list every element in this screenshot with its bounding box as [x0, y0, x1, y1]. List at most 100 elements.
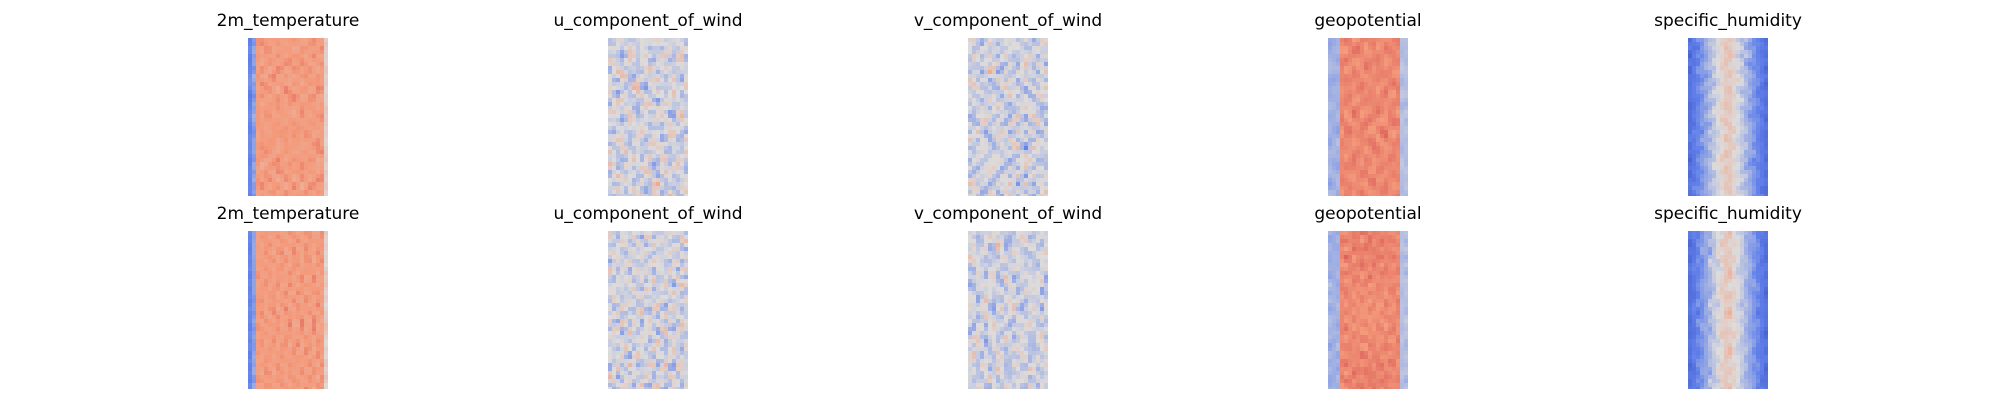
heatmap-cell: [620, 150, 624, 154]
heatmap-cell: [620, 178, 624, 182]
heatmap-cell: [1708, 142, 1712, 146]
heatmap-cell: [1716, 46, 1720, 50]
heatmap-cell: [1356, 62, 1360, 66]
heatmap-cell: [1720, 38, 1724, 42]
heatmap-cell: [1332, 122, 1336, 126]
heatmap-cell: [300, 82, 304, 86]
heatmap-cell: [248, 74, 252, 78]
heatmap-cell: [1704, 174, 1708, 178]
heatmap-cell: [1020, 130, 1024, 134]
heatmap-cell: [316, 122, 320, 126]
heatmap-cell: [1004, 90, 1008, 94]
heatmap-cell: [1364, 106, 1368, 110]
heatmap-cell: [280, 58, 284, 62]
heatmap-cell: [984, 42, 988, 46]
heatmap-cell: [1756, 50, 1760, 54]
heatmap-cell: [304, 287, 308, 291]
heatmap-cell: [304, 178, 308, 182]
heatmap-cell: [1704, 106, 1708, 110]
heatmap-cell: [276, 251, 280, 255]
heatmap-cell: [1728, 166, 1732, 170]
heatmap-cell: [308, 62, 312, 66]
heatmap-cell: [1016, 102, 1020, 106]
heatmap-cell: [272, 190, 276, 194]
heatmap-cell: [1040, 122, 1044, 126]
heatmap-cell: [1760, 78, 1764, 82]
heatmap-cell: [1388, 190, 1392, 194]
heatmap-cell: [656, 243, 660, 247]
heatmap-cell: [1340, 78, 1344, 82]
heatmap-cell: [608, 50, 612, 54]
heatmap-cell: [308, 98, 312, 102]
heatmap-cell: [312, 162, 316, 166]
heatmap-cell: [1712, 118, 1716, 122]
heatmap-cell: [968, 78, 972, 82]
heatmap-cell: [324, 239, 328, 243]
heatmap-cell: [292, 311, 296, 315]
heatmap-cell: [676, 118, 680, 122]
heatmap-cell: [1376, 42, 1380, 46]
heatmap-cell: [1028, 114, 1032, 118]
heatmap-cell: [276, 259, 280, 263]
heatmap-cell: [1692, 130, 1696, 134]
heatmap-cell: [316, 363, 320, 367]
heatmap-cell: [668, 174, 672, 178]
heatmap-cell: [616, 98, 620, 102]
heatmap-cell: [324, 114, 328, 118]
heatmap-cell: [264, 351, 268, 355]
heatmap-cell: [1340, 158, 1344, 162]
heatmap-cell: [288, 267, 292, 271]
heatmap-cell: [256, 267, 260, 271]
heatmap-cell: [272, 319, 276, 323]
heatmap-cell: [1344, 70, 1348, 74]
heatmap-cell: [632, 106, 636, 110]
heatmap-cell: [1748, 150, 1752, 154]
heatmap-cell: [1712, 58, 1716, 62]
heatmap-cell: [1000, 142, 1004, 146]
heatmap-cell: [1720, 90, 1724, 94]
heatmap-cell: [1360, 90, 1364, 94]
heatmap-cell: [272, 146, 276, 150]
heatmap-cell: [252, 323, 256, 327]
heatmap-cell: [276, 275, 280, 279]
heatmap-cell: [1336, 50, 1340, 54]
heatmap-cell: [296, 130, 300, 134]
heatmap-cell: [1372, 54, 1376, 58]
heatmap-cell: [652, 114, 656, 118]
heatmap-cell: [992, 122, 996, 126]
heatmap-cell: [1332, 42, 1336, 46]
heatmap-cell: [1364, 54, 1368, 58]
heatmap-cell: [308, 267, 312, 271]
heatmap-cell: [1740, 154, 1744, 158]
heatmap-cell: [656, 62, 660, 66]
heatmap-cell: [304, 170, 308, 174]
heatmap-cell: [1736, 194, 1740, 196]
heatmap-cell: [1752, 118, 1756, 122]
heatmap-cell: [1028, 74, 1032, 78]
heatmap-cell: [260, 154, 264, 158]
heatmap-cell: [1724, 66, 1728, 70]
heatmap-cell: [680, 174, 684, 178]
heatmap-cell: [1004, 174, 1008, 178]
heatmap-cell: [1704, 126, 1708, 130]
heatmap-cell: [260, 166, 264, 170]
heatmap-cell: [1388, 110, 1392, 114]
heatmap-cell: [256, 275, 260, 279]
heatmap-cell: [324, 138, 328, 142]
heatmap-cell: [1392, 102, 1396, 106]
heatmap-cell: [1720, 126, 1724, 130]
heatmap-cell: [1764, 130, 1768, 134]
heatmap-cell: [1404, 134, 1408, 138]
heatmap-cell: [640, 130, 644, 134]
heatmap-cell: [304, 291, 308, 295]
heatmap-cell: [1712, 162, 1716, 166]
heatmap-cell: [280, 174, 284, 178]
heatmap-cell: [1028, 138, 1032, 142]
heatmap-cell: [1372, 38, 1376, 42]
heatmap-cell: [324, 331, 328, 335]
heatmap-cell: [1708, 114, 1712, 118]
heatmap-cell: [632, 255, 636, 259]
heatmap-cell: [320, 178, 324, 182]
heatmap-cell: [636, 134, 640, 138]
heatmap-cell: [264, 383, 268, 387]
